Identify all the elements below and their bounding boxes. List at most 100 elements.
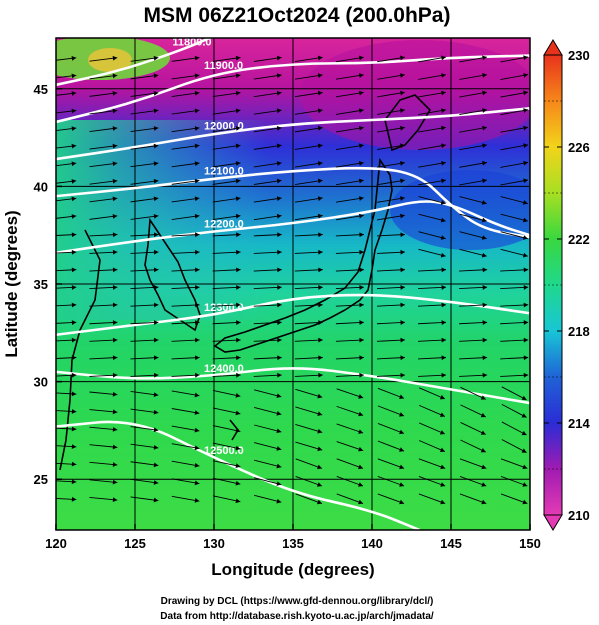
wind-arrowhead — [317, 73, 323, 78]
wind-arrowhead — [317, 55, 323, 61]
wind-streamline — [130, 269, 159, 272]
wind-streamline — [56, 234, 77, 236]
wind-streamline — [460, 439, 486, 453]
wind-streamline — [335, 251, 364, 254]
y-tick-label: 35 — [34, 277, 48, 292]
wind-arrowhead — [277, 372, 282, 378]
wind-streamline — [377, 387, 405, 399]
wind-streamline — [89, 197, 118, 203]
wind-streamline — [500, 357, 529, 360]
wind-streamline — [419, 422, 446, 435]
wind-streamline — [335, 234, 364, 237]
wind-streamline — [294, 127, 323, 133]
wind-streamline — [130, 478, 159, 484]
wind-arrowhead — [235, 55, 241, 61]
colorbar-bottom-arrow — [543, 514, 563, 531]
wind-streamline — [89, 162, 118, 168]
wind-arrowhead — [359, 355, 364, 361]
wind-arrowhead — [235, 213, 241, 219]
wind-arrowhead — [195, 337, 200, 343]
wind-arrowhead — [400, 249, 405, 255]
wind-arrowhead — [400, 160, 405, 166]
wind-arrowhead — [195, 267, 200, 273]
wind-streamline — [130, 251, 159, 254]
wind-streamline — [501, 386, 527, 401]
wind-streamline — [212, 407, 241, 415]
wind-arrowhead — [482, 125, 487, 131]
wind-arrowhead — [194, 427, 200, 433]
wind-arrowhead — [317, 393, 323, 399]
wind-streamline — [500, 304, 529, 307]
y-tick-label: 40 — [34, 179, 48, 194]
wind-arrowhead — [441, 90, 446, 96]
wind-streamline — [89, 127, 118, 132]
wind-streamline — [56, 57, 77, 61]
wind-streamline — [418, 458, 446, 469]
wind-streamline — [459, 493, 487, 504]
wind-streamline — [212, 460, 241, 468]
wind-arrowhead — [441, 125, 446, 131]
wind-arrowhead — [71, 126, 77, 131]
wind-streamline — [336, 493, 364, 504]
wind-arrowhead — [400, 108, 405, 114]
chart-title: MSM 06Z21Oct2024 (200.0hPa) — [144, 4, 451, 27]
wind-arrowhead — [358, 125, 364, 131]
wind-arrowhead — [318, 285, 323, 290]
wind-streamline — [377, 91, 405, 98]
wind-streamline — [459, 339, 488, 342]
wind-arrowhead — [318, 302, 323, 308]
wind-arrowhead — [480, 448, 486, 453]
wind-arrowhead — [400, 55, 405, 61]
wind-arrowhead — [317, 499, 322, 505]
wind-arrowhead — [277, 249, 282, 255]
wind-arrowhead — [276, 446, 282, 451]
wind-streamline — [335, 144, 364, 150]
wind-arrowhead — [71, 73, 77, 79]
wind-arrowhead — [399, 482, 405, 487]
wind-streamline — [212, 442, 241, 450]
wind-arrowhead — [480, 430, 486, 435]
wind-arrowhead — [358, 411, 364, 417]
wind-streamline — [171, 180, 200, 185]
wind-streamline — [254, 389, 282, 398]
wind-streamline — [335, 339, 364, 342]
wind-streamline — [418, 475, 446, 487]
colorbar: 210 214 218 222 226 230 — [543, 39, 590, 531]
wind-arrowhead — [194, 445, 200, 451]
wind-streamline — [335, 56, 364, 63]
wind-streamline — [335, 127, 364, 133]
wind-arrowhead — [276, 481, 282, 486]
wind-streamline — [130, 162, 159, 168]
wind-arrowhead — [112, 73, 118, 79]
wind-arrowhead — [399, 394, 405, 400]
wind-streamline — [418, 109, 446, 115]
wind-streamline — [295, 475, 323, 487]
wind-streamline — [418, 74, 446, 80]
wind-arrowhead — [441, 372, 447, 378]
wind-arrowhead — [481, 464, 487, 470]
wind-arrowhead — [112, 391, 118, 397]
wind-arrowhead — [523, 267, 529, 273]
wind-arrowhead — [317, 446, 323, 452]
wind-arrowhead — [71, 214, 77, 219]
wind-arrowhead — [399, 429, 405, 435]
wind-streamline — [294, 92, 323, 98]
wind-arrowhead — [235, 143, 241, 149]
wind-arrowhead — [522, 482, 528, 487]
wind-streamline — [212, 234, 241, 237]
wind-arrowhead — [440, 482, 446, 487]
wind-streamline — [89, 92, 118, 97]
wind-arrowhead — [153, 444, 159, 450]
wind-arrowhead — [235, 428, 241, 433]
wind-arrowhead — [400, 337, 405, 343]
wind-streamline — [171, 162, 200, 168]
wind-arrowhead — [317, 125, 323, 131]
wind-streamline — [253, 109, 282, 115]
wind-arrowhead — [276, 90, 282, 96]
wind-streamline — [294, 234, 323, 237]
wind-arrowhead — [400, 285, 405, 290]
wind-streamline — [130, 215, 159, 220]
wind-streamline — [459, 304, 488, 307]
wind-streamline — [212, 286, 241, 290]
